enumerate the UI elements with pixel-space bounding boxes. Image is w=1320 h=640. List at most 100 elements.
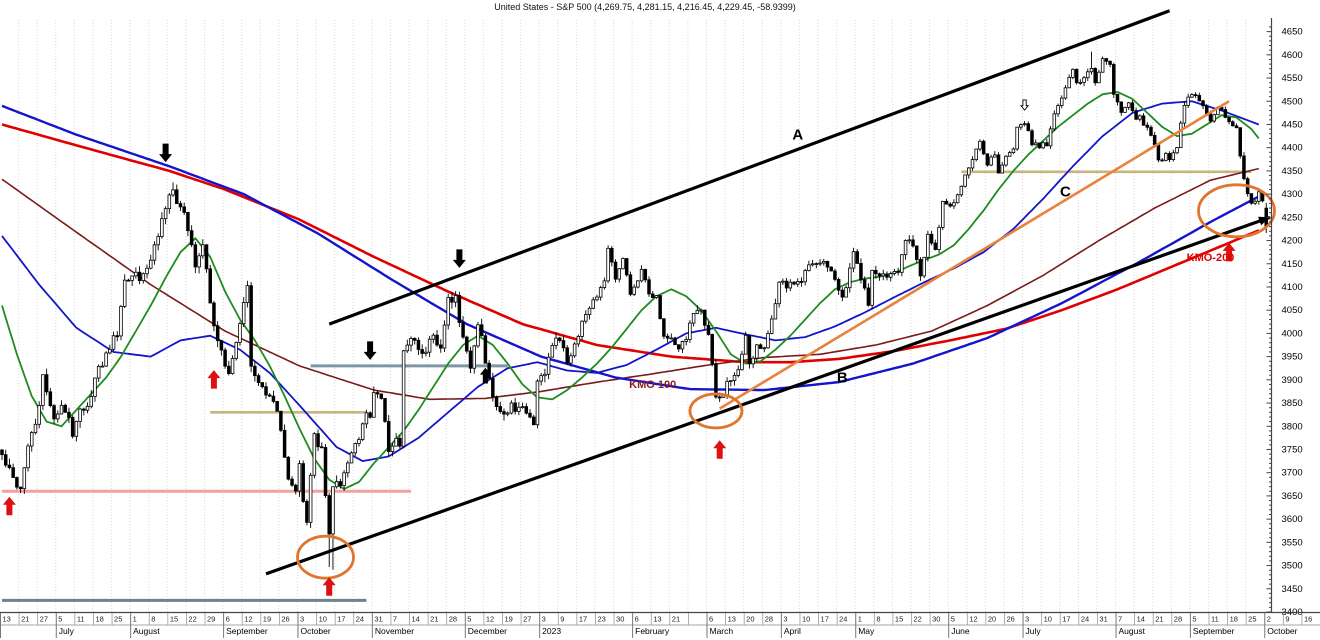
week-day-label: 23 [597, 615, 605, 624]
candle-body [1193, 94, 1198, 97]
candle-body [513, 402, 517, 412]
candle-body [1048, 128, 1053, 147]
kmo-200-label: KMO-200 [1186, 251, 1235, 264]
candle-body [833, 270, 837, 280]
candle-body [93, 377, 97, 397]
candle-body [1067, 77, 1071, 89]
week-day-label: 7 [393, 615, 397, 624]
candle-body [755, 344, 759, 359]
candle-body [491, 378, 495, 398]
broken-support-trendline [718, 100, 1230, 410]
week-day-label: 28 [765, 615, 773, 624]
candle-body [907, 239, 912, 242]
candle-body [59, 404, 64, 415]
candle-body [591, 299, 595, 309]
candle-body [37, 405, 41, 425]
candle-body [632, 286, 636, 295]
candle-body [1007, 152, 1012, 157]
y-tick-label: 4350 [1282, 166, 1303, 177]
candle-body [130, 275, 134, 281]
candle-body [115, 335, 120, 338]
candle-body [182, 206, 186, 213]
week-day-label: 8 [876, 615, 880, 624]
candle-body [1041, 142, 1045, 149]
week-day-label: 19 [504, 615, 512, 624]
candle-body [1093, 67, 1097, 84]
candle-body [795, 281, 800, 285]
candle-body [41, 374, 45, 406]
week-day-label: 30 [616, 615, 624, 624]
candle-body [1234, 125, 1239, 129]
candle-body [572, 343, 577, 357]
candle-body [1171, 152, 1176, 161]
candle-body [375, 392, 380, 395]
candle-body [502, 411, 506, 415]
chart-title: United States - S&P 500 (4,269.75, 4,281… [494, 2, 796, 12]
y-tick-label: 4600 [1282, 50, 1303, 61]
month-label: July [1026, 626, 1042, 636]
candle-body [777, 281, 781, 305]
candle-body [70, 417, 75, 437]
candle-body [706, 324, 711, 335]
candle-body [762, 347, 767, 350]
candle-body [937, 227, 941, 250]
week-day-label: 6 [709, 615, 713, 624]
candle-body [3, 454, 8, 466]
week-day-label: 26 [281, 615, 289, 624]
candle-body [465, 336, 469, 352]
week-day-label: 5 [467, 615, 471, 624]
week-day-label: 12 [244, 615, 252, 624]
candle-body [431, 334, 436, 340]
candle-body [1052, 113, 1057, 130]
week-day-label: 5 [1192, 615, 1196, 624]
candle-body [379, 393, 384, 399]
week-day-label: 17 [821, 615, 829, 624]
candle-body [461, 322, 465, 338]
candle-body [204, 244, 209, 270]
candle-body [836, 279, 841, 291]
week-day-label: 3 [300, 615, 304, 624]
candle-body [427, 338, 432, 353]
candle-body [253, 365, 257, 377]
candle-body [565, 347, 569, 364]
y-tick-label: 4450 [1282, 119, 1303, 130]
y-tick-label: 3500 [1282, 561, 1303, 572]
candle-body [234, 342, 239, 359]
candle-body [996, 154, 1001, 174]
candle-body [610, 247, 614, 263]
candle-body [487, 362, 491, 379]
candle-body [829, 266, 833, 272]
ma-line-kmo-150 [1, 104, 1260, 392]
ma-line-kmo-100 [1, 167, 1259, 401]
candle-body [1145, 124, 1150, 128]
candle-body [528, 412, 532, 418]
candle-body [929, 233, 934, 244]
candle-body [476, 324, 480, 347]
week-day-label: 21 [1155, 615, 1163, 624]
candle-body [1004, 155, 1008, 166]
candle-body [1097, 71, 1101, 84]
week-day-label: 20 [746, 615, 754, 624]
week-day-label: 1 [133, 615, 137, 624]
black-down-arrow [452, 249, 466, 268]
candle-body [699, 309, 703, 312]
candle-body [1100, 58, 1105, 73]
candle-body [338, 481, 343, 487]
y-tick-label: 4100 [1282, 282, 1303, 293]
highlight-ellipse [688, 392, 744, 430]
month-label: May [858, 626, 875, 636]
candle-body [647, 279, 651, 295]
candle-body [122, 279, 127, 307]
candle-body [606, 247, 610, 282]
candle-body [799, 281, 804, 283]
candle-body [546, 356, 551, 375]
candle-body [171, 189, 175, 196]
candle-body [981, 140, 986, 155]
candle-body [517, 406, 521, 412]
candle-body [1082, 77, 1086, 83]
candle-body [1257, 191, 1261, 202]
week-day-label: 24 [1081, 615, 1089, 624]
candle-body [1231, 121, 1235, 127]
candle-body [201, 244, 205, 257]
